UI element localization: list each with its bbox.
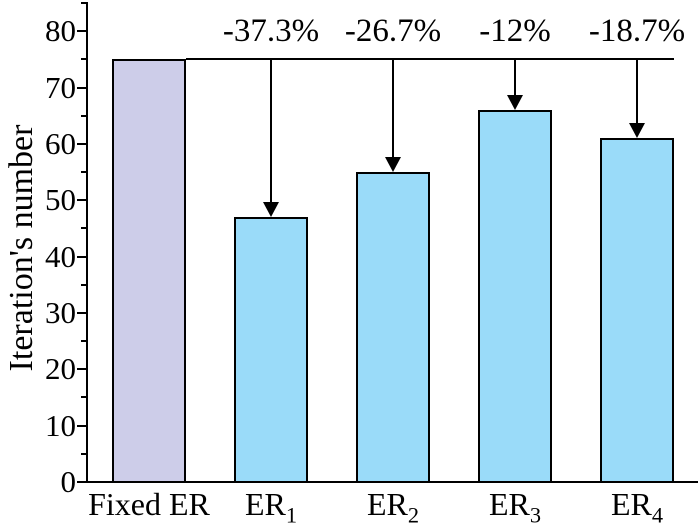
x-category-label: ER3 <box>488 486 542 527</box>
percent-reduction-label: -26.7% <box>344 13 442 49</box>
bar-er4 <box>600 138 674 483</box>
drop-arrow-shaft <box>270 59 272 203</box>
y-minor-tick <box>81 396 86 398</box>
y-tick-label: 80 <box>45 13 76 48</box>
drop-arrow-shaft <box>392 59 394 158</box>
bar-er3 <box>478 110 552 483</box>
x-category-label: ER4 <box>610 486 664 527</box>
y-minor-tick <box>81 284 86 286</box>
drop-arrow-head <box>385 157 401 172</box>
y-tick-label: 0 <box>60 464 77 499</box>
y-minor-tick <box>81 115 86 117</box>
bar-er1 <box>234 217 308 483</box>
y-tick-label: 40 <box>45 239 76 274</box>
y-major-tick <box>77 30 86 32</box>
drop-arrow-shaft <box>636 59 638 124</box>
y-major-tick <box>77 199 86 201</box>
y-major-tick <box>77 368 86 370</box>
bar-er2 <box>356 172 430 483</box>
bar-fixed-er <box>112 59 186 483</box>
x-category-label: Fixed ER <box>88 486 210 522</box>
x-category-label: ER2 <box>366 486 420 527</box>
y-minor-tick <box>81 340 86 342</box>
x-category-subscript: 2 <box>407 502 420 527</box>
reference-line <box>186 58 674 60</box>
percent-reduction-label: -18.7% <box>588 13 686 49</box>
y-major-tick <box>77 481 86 483</box>
y-minor-tick <box>81 58 86 60</box>
y-tick-label: 60 <box>45 126 76 161</box>
y-major-tick <box>77 143 86 145</box>
drop-arrow-head <box>629 123 645 138</box>
y-tick-label: 70 <box>45 70 76 105</box>
y-minor-tick <box>81 171 86 173</box>
drop-arrow-head <box>507 95 523 110</box>
y-major-tick <box>77 256 86 258</box>
y-tick-label: 50 <box>45 182 76 217</box>
y-minor-tick <box>81 453 86 455</box>
y-tick-label: 30 <box>45 295 76 330</box>
y-major-tick <box>77 312 86 314</box>
percent-reduction-label: -12% <box>479 13 551 49</box>
x-category-label: ER1 <box>244 486 298 527</box>
y-major-tick <box>77 87 86 89</box>
drop-arrow-shaft <box>514 59 516 96</box>
y-tick-label: 20 <box>45 351 76 386</box>
x-category-subscript: 4 <box>651 502 664 527</box>
x-category-subscript: 3 <box>529 502 542 527</box>
y-axis-line <box>86 2 88 483</box>
percent-reduction-label: -37.3% <box>222 13 320 49</box>
x-category-subscript: 1 <box>285 502 298 527</box>
y-major-tick <box>77 425 86 427</box>
drop-arrow-head <box>263 202 279 217</box>
y-minor-tick <box>81 227 86 229</box>
y-minor-tick <box>81 2 86 4</box>
y-tick-label: 10 <box>45 408 76 443</box>
